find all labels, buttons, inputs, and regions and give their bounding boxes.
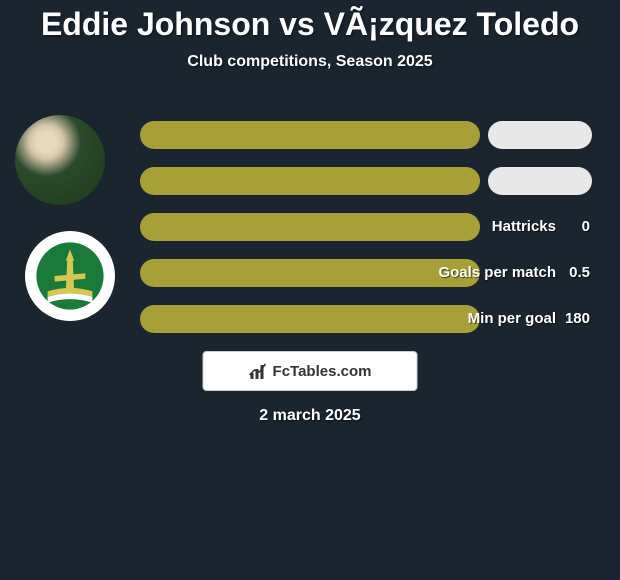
stat-label: Min per goal <box>468 305 556 333</box>
stat-value-p1: 180 <box>565 305 590 333</box>
stat-row: Hattricks 0 <box>140 213 600 241</box>
stat-value-p1: 0.5 <box>569 259 590 287</box>
stat-row: Goals 1 <box>140 167 600 195</box>
player1-bar <box>140 121 480 149</box>
player2-badge <box>25 231 115 321</box>
stat-value-p1: 0 <box>582 213 590 241</box>
branding-text: FcTables.com <box>273 363 372 380</box>
stat-row: Goals per match 0.5 <box>140 259 600 287</box>
timbers-badge-icon <box>35 241 105 311</box>
player1-bar <box>140 167 480 195</box>
player2-bar <box>488 121 592 149</box>
player1-bar <box>140 305 480 333</box>
stat-label: Hattricks <box>492 213 556 241</box>
stat-row: Matches 2 <box>140 121 600 149</box>
page-title: Eddie Johnson vs VÃ¡zquez Toledo <box>0 0 620 43</box>
branding-badge: FcTables.com <box>203 351 418 391</box>
date-text: 2 march 2025 <box>259 407 360 425</box>
player2-bar <box>488 167 592 195</box>
player1-bar <box>140 259 480 287</box>
stat-row: Min per goal 180 <box>140 305 600 333</box>
stat-label: Goals per match <box>438 259 556 287</box>
subtitle: Club competitions, Season 2025 <box>0 53 620 71</box>
bar-chart-icon <box>249 361 269 381</box>
stat-rows: Matches 2 Goals 1 Hattricks 0 Goals per … <box>140 121 600 351</box>
player1-avatar <box>15 115 105 205</box>
player1-bar <box>140 213 480 241</box>
comparison-infographic: Eddie Johnson vs VÃ¡zquez Toledo Club co… <box>0 0 620 580</box>
